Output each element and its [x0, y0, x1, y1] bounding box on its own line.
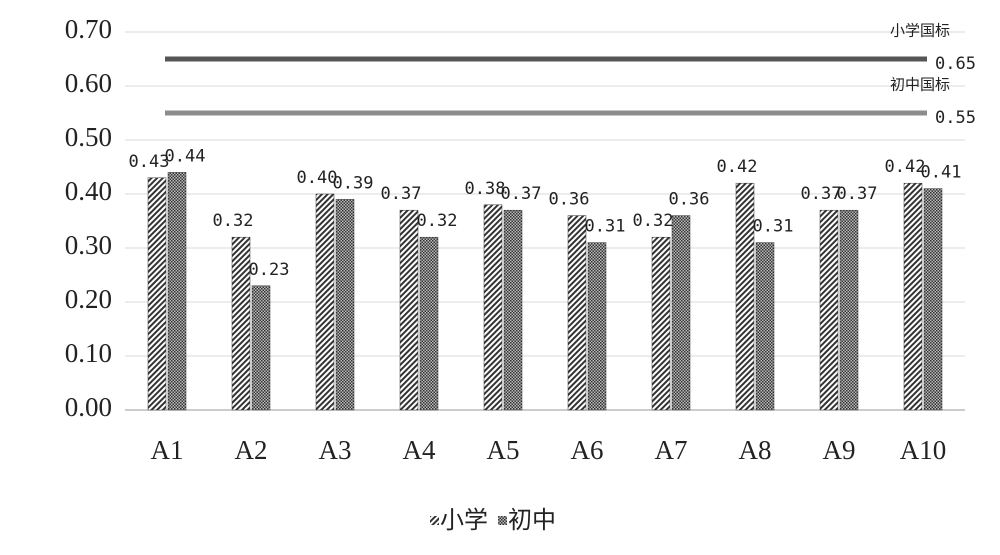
data-label: 0.32: [633, 211, 674, 231]
bar: [503, 209, 523, 411]
y-tick-label: 0.00: [65, 392, 112, 422]
y-tick-label: 0.40: [65, 176, 112, 206]
y-tick-label: 0.50: [65, 122, 112, 152]
data-label: 0.37: [501, 184, 542, 204]
y-tick-label: 0.20: [65, 284, 112, 314]
legend-label: 小学: [440, 506, 488, 534]
data-label: 0.42: [885, 157, 926, 177]
x-tick-label: A4: [403, 435, 436, 465]
data-label: 0.42: [717, 157, 758, 177]
data-label: 0.36: [549, 190, 590, 210]
bar: [147, 177, 167, 411]
data-label: 0.23: [249, 260, 290, 280]
data-label: 0.32: [213, 211, 254, 231]
data-label: 0.39: [333, 173, 374, 193]
x-tick-label: A8: [739, 435, 772, 465]
data-label: 0.36: [669, 190, 710, 210]
reference-label: 初中国标: [890, 76, 950, 94]
data-label: 0.44: [165, 146, 206, 166]
data-label: 0.37: [381, 184, 422, 204]
reference-label: 小学国标: [890, 22, 950, 40]
bar: [419, 236, 439, 411]
y-tick-label: 0.10: [65, 338, 112, 368]
x-tick-label: A6: [571, 435, 604, 465]
reference-value: 0.65: [935, 54, 976, 74]
bar: [923, 188, 943, 411]
x-tick-label: A1: [151, 435, 184, 465]
data-label: 0.31: [585, 217, 626, 237]
legend-swatch: [498, 516, 507, 525]
bar: [735, 182, 755, 411]
data-label: 0.38: [465, 179, 506, 199]
x-tick-label: A2: [235, 435, 268, 465]
x-tick-label: A7: [655, 435, 688, 465]
x-tick-label: A5: [487, 435, 520, 465]
bar: [755, 242, 775, 411]
x-tick-label: A9: [823, 435, 856, 465]
legend-swatch: [430, 516, 439, 525]
legend-label: 初中: [508, 506, 556, 534]
data-label: 0.41: [921, 163, 962, 183]
data-label: 0.37: [801, 184, 842, 204]
bar: [819, 209, 839, 411]
bar: [167, 172, 187, 411]
data-label: 0.40: [297, 168, 338, 188]
data-label: 0.43: [129, 152, 170, 172]
bar: [399, 209, 419, 411]
y-tick-label: 0.60: [65, 68, 112, 98]
bar: [335, 199, 355, 411]
data-label: 0.32: [417, 211, 458, 231]
reference-value: 0.55: [935, 108, 976, 128]
bar: [839, 209, 859, 411]
bar: [671, 215, 691, 411]
bar: [315, 193, 335, 411]
data-label: 0.31: [753, 217, 794, 237]
x-tick-label: A3: [319, 435, 352, 465]
bar: [903, 182, 923, 411]
bar: [587, 242, 607, 411]
bar: [651, 236, 671, 411]
bar: [251, 285, 271, 411]
y-tick-label: 0.70: [65, 14, 112, 44]
x-tick-label: A10: [900, 435, 947, 465]
y-tick-label: 0.30: [65, 230, 112, 260]
bar: [231, 236, 251, 411]
bar: [483, 204, 503, 411]
data-label: 0.37: [837, 184, 878, 204]
bar: [567, 215, 587, 411]
